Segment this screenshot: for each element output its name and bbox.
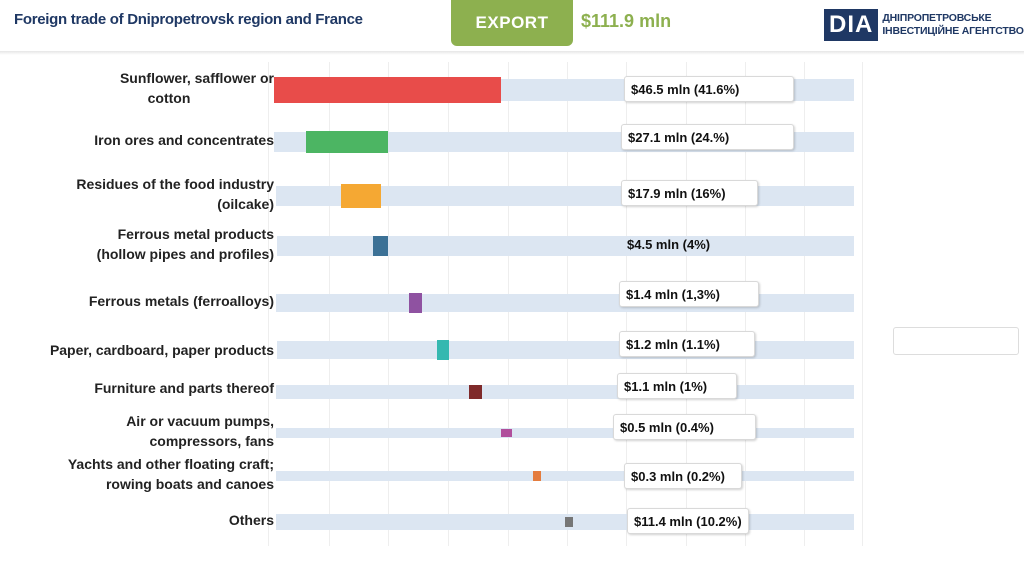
category-label-9: Yachts and other floating craft; rowing b…	[4, 454, 274, 494]
bar-2	[306, 131, 388, 153]
bar-track-9	[276, 471, 854, 481]
category-label-line: Residues of the food industry	[76, 176, 274, 192]
logo-text: ДНІПРОПЕТРОВСЬКЕ ІНВЕСТИЦІЙНЕ АГЕНТСТВО	[882, 12, 1024, 38]
data-label-9: $0.3 mln (0.2%)	[624, 463, 742, 489]
data-label-5: $1.4 mln (1,3%)	[619, 281, 759, 307]
dia-logo: DIA ДНІПРОПЕТРОВСЬКЕ ІНВЕСТИЦІЙНЕ АГЕНТС…	[824, 8, 1024, 42]
bar-1	[274, 77, 501, 103]
category-label-2: Iron ores and concentrates	[4, 130, 274, 150]
bar-7	[469, 385, 482, 399]
header: Foreign trade of Dnipropetrovsk region a…	[0, 0, 1024, 50]
bar-track-4	[277, 236, 854, 256]
data-label-1: $46.5 mln (41.6%)	[624, 76, 794, 102]
category-label-7: Furniture and parts thereof	[4, 378, 274, 398]
category-label-line: (hollow pipes and profiles)	[96, 246, 274, 262]
bar-9	[533, 471, 541, 481]
category-label-3: Residues of the food industry (oilcake)	[4, 174, 274, 214]
data-label-7: $1.1 mln (1%)	[617, 373, 737, 399]
data-label-4: $4.5 mln (4%)	[627, 237, 711, 252]
category-label-line: rowing boats and canoes	[105, 476, 274, 492]
category-label-line: Others	[228, 512, 274, 528]
data-label-6: $1.2 mln (1.1%)	[619, 331, 755, 357]
grid-line-11	[862, 62, 863, 546]
category-label-line: Furniture and parts thereof	[94, 380, 274, 396]
category-label-line: Paper, cardboard, paper products	[49, 342, 274, 358]
bar-8	[501, 429, 512, 437]
bar-6	[437, 340, 449, 360]
bar-4	[373, 236, 388, 256]
data-label-8: $0.5 mln (0.4%)	[613, 414, 756, 440]
logo-mark: DIA	[824, 9, 879, 41]
category-label-line: Ferrous metals (ferroalloys)	[88, 293, 274, 309]
grid-line-1	[268, 62, 269, 546]
category-label-line: Ferrous metal products	[117, 226, 274, 242]
page-title: Foreign trade of Dnipropetrovsk region a…	[14, 11, 363, 28]
category-label-8: Air or vacuum pumps, compressors, fans	[4, 411, 274, 451]
logo-line-2: ІНВЕСТИЦІЙНЕ АГЕНТСТВО	[882, 25, 1024, 37]
category-label-line: Iron ores and concentrates	[94, 132, 274, 148]
header-divider	[0, 51, 1024, 55]
category-label-line: Yachts and other floating craft;	[67, 456, 274, 472]
category-label-4: Ferrous metal products (hollow pipes and …	[4, 224, 274, 264]
bar-5	[409, 293, 422, 313]
data-label-2: $27.1 mln (24.%)	[621, 124, 794, 150]
category-label-line: Sunflower, safflower or	[119, 70, 274, 86]
category-label-line: Air or vacuum pumps,	[126, 413, 274, 429]
category-label-5: Ferrous metals (ferroalloys)	[4, 291, 274, 311]
category-label-1: Sunflower, safflower or cotton	[4, 68, 274, 108]
category-label-10: Others	[4, 510, 274, 530]
export-total-value: $111.9 mln	[581, 11, 672, 31]
category-label-6: Paper, cardboard, paper products	[4, 340, 274, 360]
logo-line-1: ДНІПРОПЕТРОВСЬКЕ	[882, 12, 992, 24]
bar-track-6	[277, 341, 854, 359]
category-label-line: cotton	[147, 90, 191, 106]
data-label-3: $17.9 mln (16%)	[621, 180, 758, 206]
export-button[interactable]: EXPORT	[451, 0, 573, 46]
bar-track-8	[276, 428, 854, 438]
category-label-line: compressors, fans	[149, 433, 275, 449]
data-label-10: $11.4 mln (10.2%)	[627, 508, 749, 534]
bar-track-7	[276, 385, 854, 399]
bar-3	[341, 184, 381, 208]
bar-10	[565, 517, 573, 527]
category-label-line: (oilcake)	[217, 196, 274, 212]
empty-text-box	[893, 327, 1019, 355]
bar-track-5	[276, 294, 854, 312]
